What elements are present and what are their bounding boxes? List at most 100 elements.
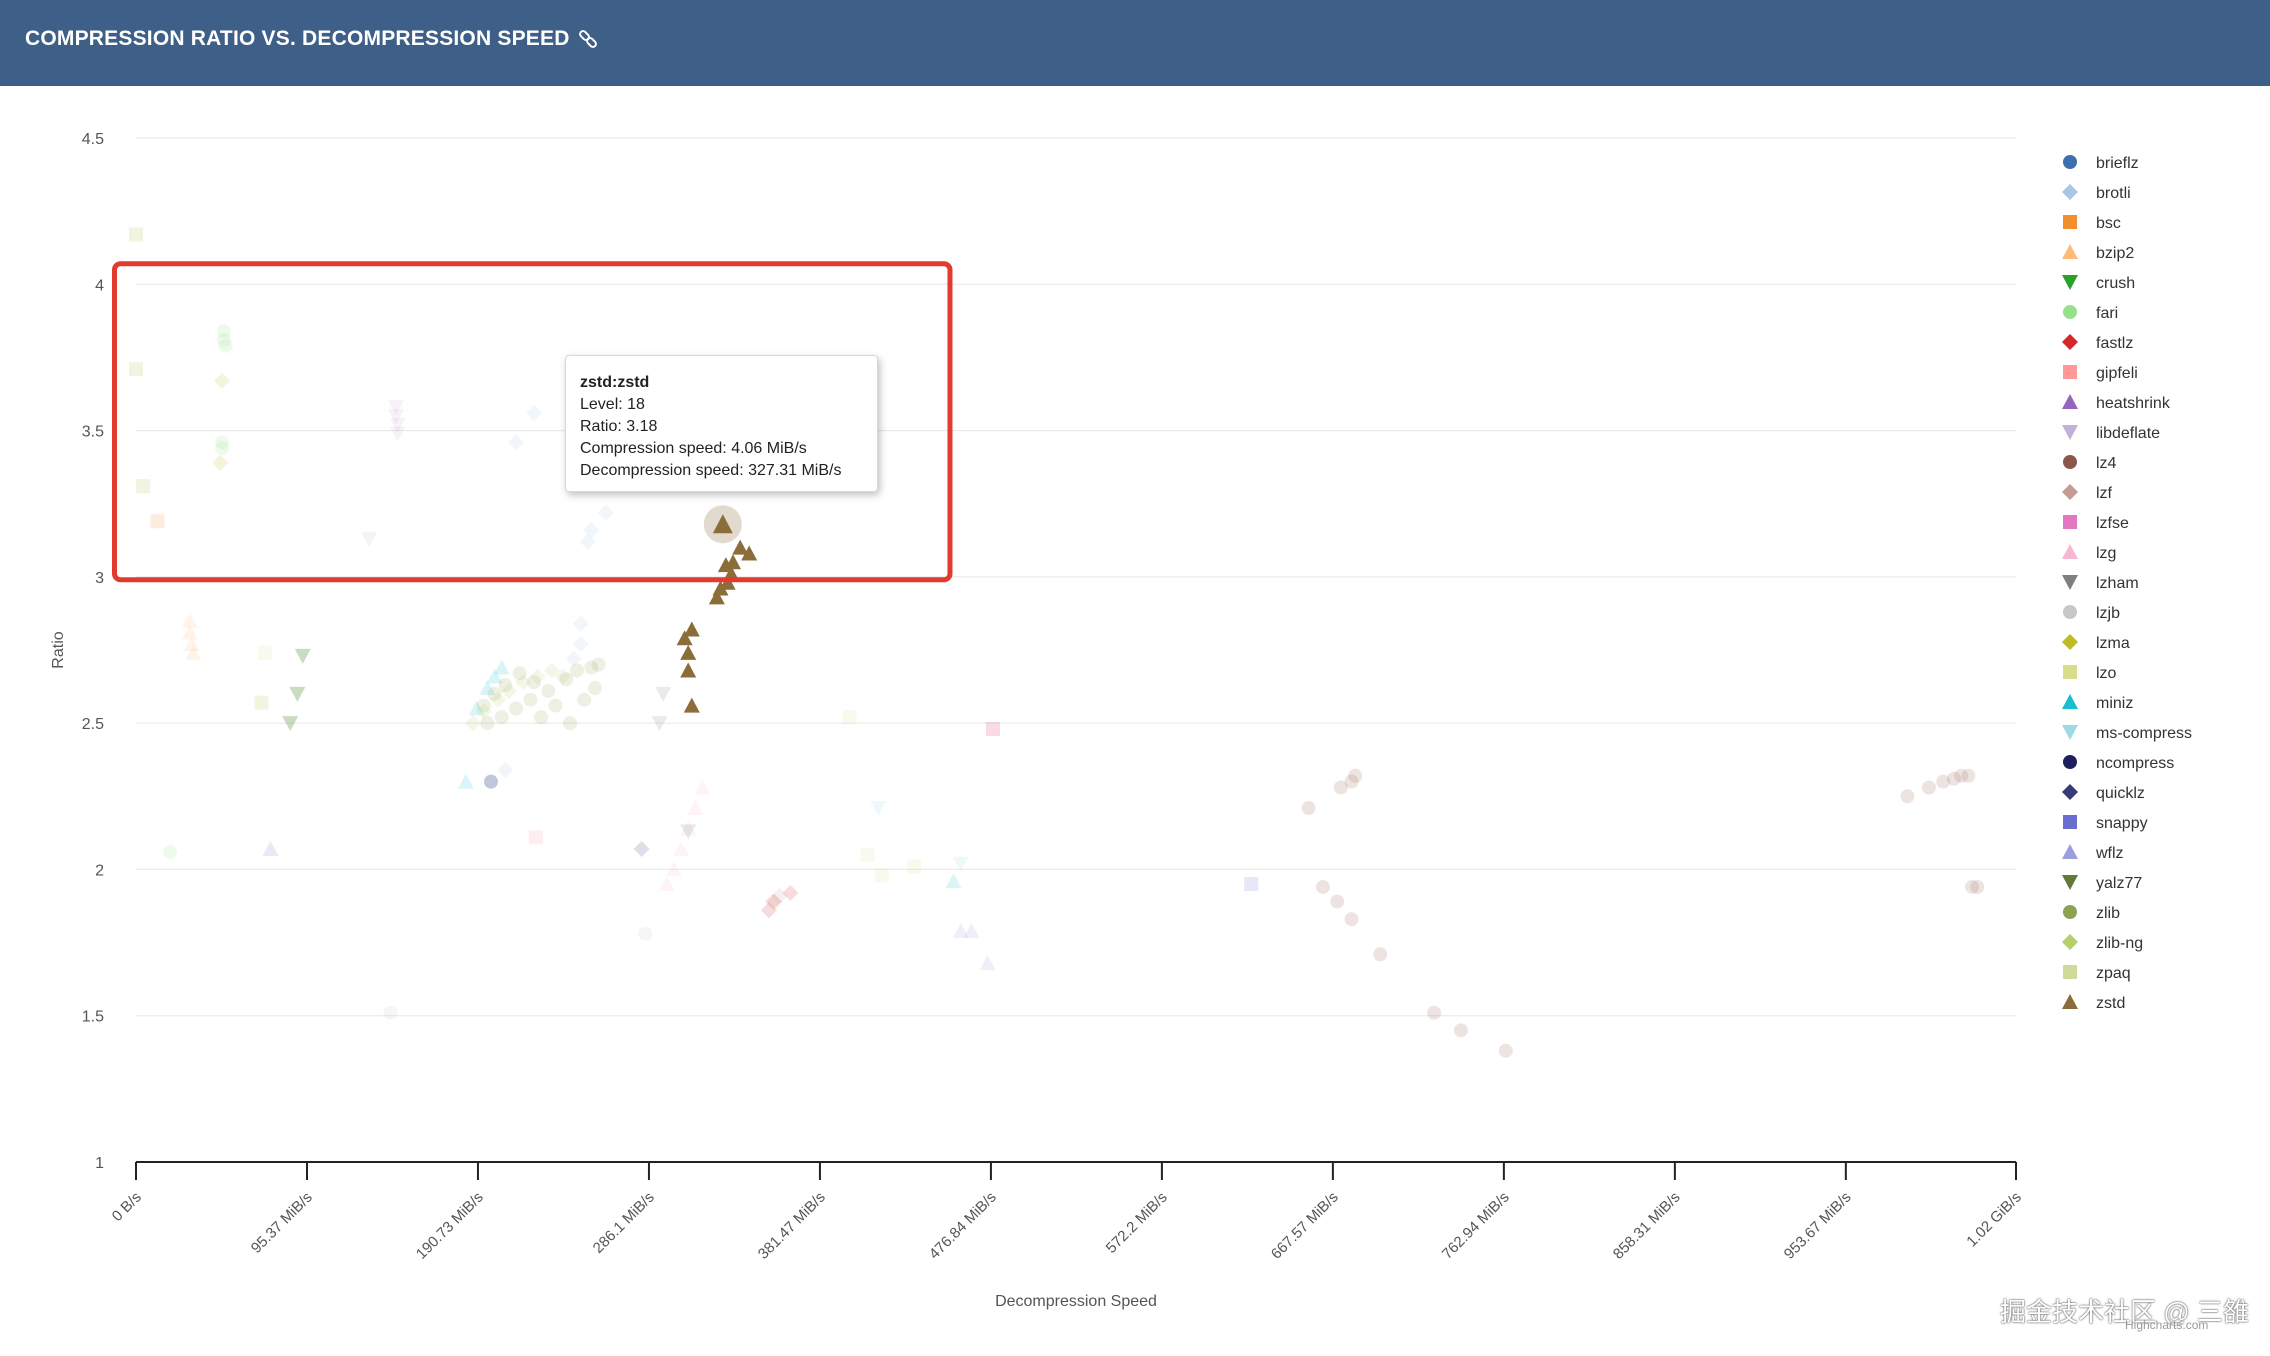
legend-item-brotli[interactable]: brotli — [2062, 184, 2131, 202]
data-point-brotli — [579, 533, 596, 550]
y-tick-label: 2 — [95, 862, 104, 879]
legend-item-lzham[interactable]: lzham — [2062, 575, 2139, 592]
legend-label: miniz — [2096, 695, 2133, 712]
data-point-zpaq — [254, 695, 269, 710]
legend-label: gipfeli — [2096, 365, 2138, 382]
data-point-lz4 — [1970, 879, 1985, 894]
x-tick-label: 572.2 MiB/s — [1103, 1189, 1171, 1257]
legend-item-fari[interactable]: fari — [2063, 305, 2118, 322]
data-point-gipfeli — [986, 721, 1001, 736]
y-tick-label: 4 — [95, 277, 104, 294]
data-point-zlib-ng — [554, 668, 571, 685]
legend: brieflz brotli bsc bzip2 crush fari fastlz gipf… — [2062, 155, 2192, 1012]
link-icon[interactable] — [578, 29, 598, 49]
legend-label: lz4 — [2096, 455, 2117, 472]
legend-item-fastlz[interactable]: fastlz — [2062, 334, 2133, 352]
legend-item-zlib-ng[interactable]: zlib-ng — [2062, 934, 2143, 952]
data-point-brotli — [572, 636, 589, 653]
legend-symbol — [2062, 184, 2078, 200]
legend-item-lzg[interactable]: lzg — [2062, 544, 2116, 562]
data-point-zlib — [584, 660, 599, 675]
legend-item-brieflz[interactable]: brieflz — [2063, 155, 2139, 172]
legend-item-bzip2[interactable]: bzip2 — [2062, 244, 2134, 262]
data-point-yalz77 — [289, 686, 306, 702]
data-point-zlib — [587, 681, 602, 696]
legend-symbol — [2063, 665, 2077, 679]
data-point-lzg — [694, 779, 711, 795]
data-point-lz4 — [1961, 768, 1976, 783]
data-point-lz4 — [1344, 774, 1359, 789]
data-point-lzjb — [638, 926, 653, 941]
data-point-fari — [215, 441, 230, 456]
data-point-fari — [163, 844, 178, 859]
y-tick-label: 4.5 — [82, 131, 104, 148]
legend-item-ms-compress[interactable]: ms-compress — [2062, 725, 2192, 742]
data-point-lzg — [665, 861, 682, 877]
legend-item-ncompress[interactable]: ncompress — [2063, 755, 2174, 772]
legend-item-gipfeli[interactable]: gipfeli — [2063, 365, 2138, 382]
data-point-zpaq — [129, 227, 143, 242]
data-point-lz4 — [1498, 1043, 1513, 1058]
data-point-brotli — [508, 434, 525, 451]
legend-label: lzham — [2096, 575, 2139, 592]
legend-item-bsc[interactable]: bsc — [2063, 215, 2121, 232]
data-point-fastlz — [766, 893, 783, 910]
x-tick-label: 286.1 MiB/s — [590, 1189, 658, 1257]
data-point-miniz — [468, 700, 485, 716]
data-point-lz4 — [1921, 780, 1936, 795]
legend-item-heatshrink[interactable]: heatshrink — [2062, 394, 2171, 412]
x-tick-label: 762.94 MiB/s — [1439, 1189, 1513, 1263]
legend-item-quicklz[interactable]: quicklz — [2062, 784, 2145, 802]
legend-item-lzfse[interactable]: lzfse — [2063, 515, 2129, 532]
legend-label: lzo — [2096, 665, 2117, 682]
legend-item-crush[interactable]: crush — [2062, 275, 2135, 292]
legend-item-libdeflate[interactable]: libdeflate — [2062, 425, 2160, 442]
credits-link[interactable]: Highcharts.com — [2125, 1318, 2209, 1332]
data-point-zstd — [717, 557, 734, 573]
y-tick-label: 3.5 — [82, 424, 104, 441]
data-point-miniz — [945, 873, 962, 889]
data-point-lzjb — [383, 1005, 398, 1020]
legend-item-lzo[interactable]: lzo — [2063, 665, 2117, 682]
legend-item-lzf[interactable]: lzf — [2062, 484, 2113, 502]
legend-item-lzma[interactable]: lzma — [2062, 634, 2130, 652]
legend-item-yalz77[interactable]: yalz77 — [2062, 875, 2142, 892]
legend-label: wflz — [2095, 845, 2124, 862]
data-point-fastlz — [760, 902, 777, 919]
legend-symbol — [2062, 875, 2078, 890]
data-point-lz4 — [1333, 780, 1348, 795]
data-point-yalz77 — [282, 716, 299, 732]
data-point-yalz77 — [294, 648, 311, 664]
legend-item-lz4[interactable]: lz4 — [2063, 455, 2117, 472]
tooltip-ratio: Ratio: 3.18 — [580, 418, 658, 435]
legend-symbol — [2063, 965, 2077, 979]
legend-symbol — [2062, 425, 2078, 440]
scatter-chart[interactable]: 1 1.5 2 2.5 3 3.5 4 4.5 0 B/s 95.37 MiB/s 190.73 M… — [0, 86, 2270, 1356]
data-point-bsc — [150, 514, 165, 529]
data-point-crush — [294, 648, 311, 664]
data-point-zlib — [559, 672, 574, 687]
legend-symbol — [2063, 755, 2077, 769]
data-point-ms-compress — [952, 856, 969, 872]
legend-symbol — [2062, 694, 2078, 709]
data-point-lz4 — [1453, 1023, 1468, 1038]
data-point-zstd — [680, 644, 697, 660]
data-point-fari — [215, 435, 230, 450]
legend-item-miniz[interactable]: miniz — [2062, 694, 2133, 712]
data-point-zpaq — [136, 479, 151, 494]
legend-item-zpaq[interactable]: zpaq — [2063, 965, 2131, 982]
legend-symbol — [2062, 994, 2078, 1009]
legend-item-zstd[interactable]: zstd — [2062, 994, 2125, 1012]
data-point-brotli — [572, 615, 589, 632]
highlight-box — [111, 261, 953, 583]
data-point-lzg — [658, 876, 675, 892]
data-point-zlib — [494, 710, 509, 725]
data-point-lzg — [673, 840, 690, 856]
legend-item-lzjb[interactable]: lzjb — [2063, 605, 2120, 622]
x-tick-label: 953.67 MiB/s — [1781, 1189, 1855, 1263]
legend-label: lzg — [2096, 545, 2116, 562]
legend-item-zlib[interactable]: zlib — [2063, 905, 2120, 922]
legend-item-snappy[interactable]: snappy — [2063, 815, 2148, 832]
legend-item-wflz[interactable]: wflz — [2062, 844, 2124, 862]
data-point-lzma — [212, 454, 229, 471]
